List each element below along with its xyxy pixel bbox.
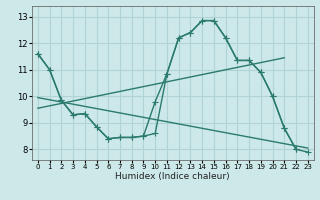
X-axis label: Humidex (Indice chaleur): Humidex (Indice chaleur) bbox=[116, 172, 230, 181]
